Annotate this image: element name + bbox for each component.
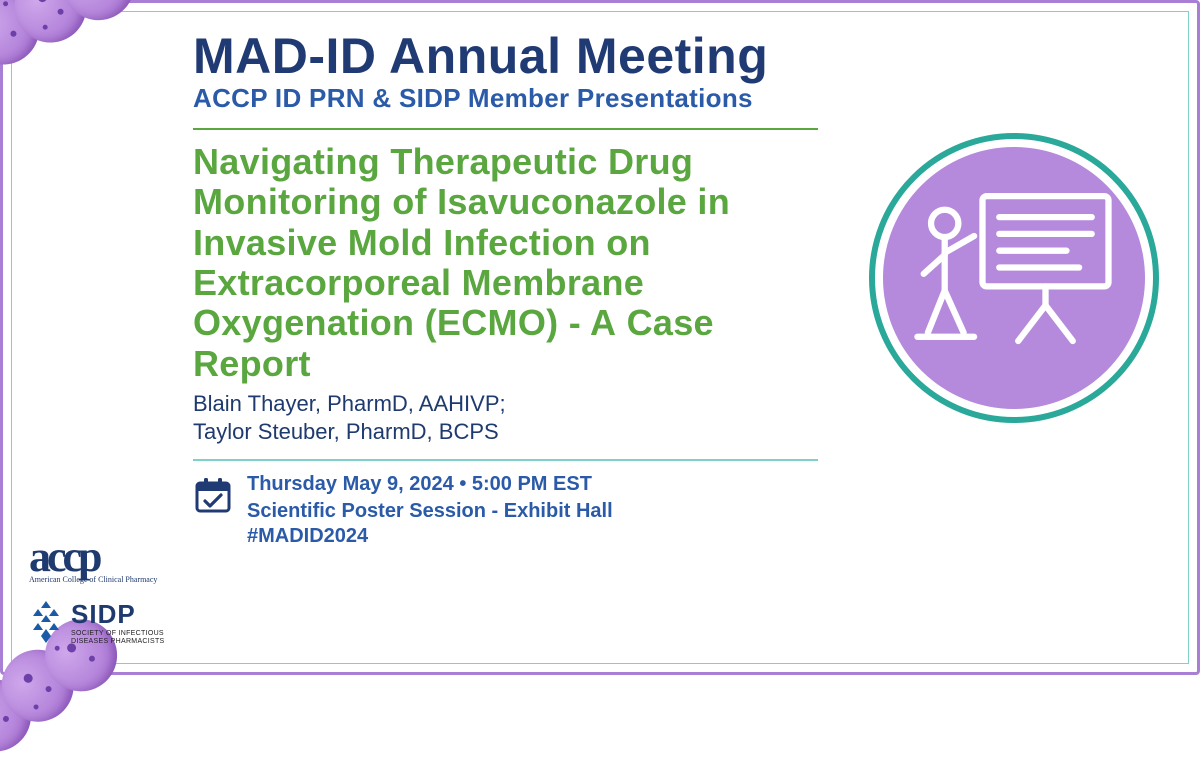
sidp-tagline: SOCIETY OF INFECTIOUS DISEASES PHARMACIS…: [71, 630, 179, 646]
calendar-check-icon: [193, 475, 233, 515]
session-hashtag: #MADID2024: [247, 525, 613, 548]
presenter-medallion: [869, 133, 1159, 423]
author-1: Blain Thayer, PharmD, AAHIVP;: [193, 390, 913, 419]
subtitle: ACCP ID PRN & SIDP Member Presentations: [193, 83, 913, 114]
sidp-mark-icon: [29, 601, 63, 643]
session-row: Thursday May 9, 2024 • 5:00 PM EST Scien…: [193, 471, 913, 548]
accp-logo: accp American College of Clinical Pharma…: [29, 539, 179, 585]
authors: Blain Thayer, PharmD, AAHIVP; Taylor Ste…: [193, 390, 913, 447]
presenter-board-icon: [909, 173, 1119, 383]
content-block: MAD-ID Annual Meeting ACCP ID PRN & SIDP…: [193, 27, 913, 548]
accp-wordmark: accp: [29, 532, 99, 581]
main-title: MAD-ID Annual Meeting: [193, 27, 913, 85]
presentation-title: Navigating Therapeutic Drug Monitoring o…: [193, 142, 753, 384]
partner-logos: accp American College of Clinical Pharma…: [29, 539, 179, 646]
sidp-logo: SIDP SOCIETY OF INFECTIOUS DISEASES PHAR…: [29, 599, 179, 646]
divider-bottom: [193, 459, 818, 461]
author-2: Taylor Steuber, PharmD, BCPS: [193, 418, 913, 447]
session-location: Scientific Poster Session - Exhibit Hall: [247, 498, 613, 525]
sidp-name: SIDP: [71, 599, 179, 630]
session-datetime: Thursday May 9, 2024 • 5:00 PM EST: [247, 471, 613, 498]
accp-tagline: American College of Clinical Pharmacy: [29, 576, 179, 585]
divider-top: [193, 128, 818, 130]
